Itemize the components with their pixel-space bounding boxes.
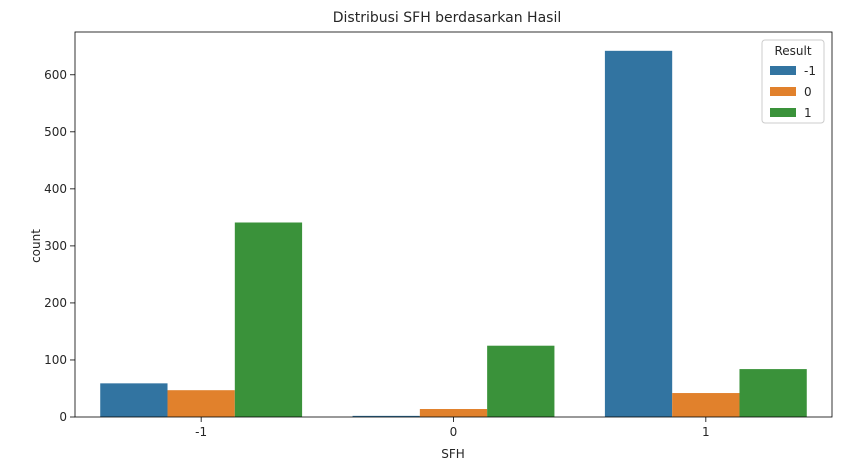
y-tick-label: 500: [44, 125, 67, 139]
bar--1-result-0: [167, 390, 235, 417]
y-axis: 0 100 200 300 400 500 600: [44, 68, 75, 424]
legend-label--1: -1: [804, 64, 816, 78]
bar-1-result--1: [604, 50, 673, 417]
legend: Result -1 0 1: [761, 39, 825, 124]
legend-swatch--1: [770, 66, 796, 75]
y-tick-label: 600: [44, 68, 67, 82]
bar-0-result-1: [487, 345, 555, 417]
bar-0-result--1: [352, 415, 420, 417]
y-tick-label: 200: [44, 296, 67, 310]
legend-label-1: 1: [804, 106, 812, 120]
x-tick-label: 0: [450, 425, 458, 439]
plot-area: [74, 31, 833, 418]
bar-1-result-1: [739, 369, 807, 417]
x-tick-label: -1: [195, 425, 207, 439]
legend-title: Result: [774, 44, 811, 58]
chart-title: Distribusi SFH berdasarkan Hasil: [333, 10, 561, 26]
x-axis-label: SFH: [441, 447, 465, 461]
y-tick-label: 400: [44, 182, 67, 196]
x-axis: -1 0 1: [195, 417, 710, 439]
bar--1-result--1: [100, 383, 168, 417]
y-axis-label: count: [29, 229, 43, 263]
legend-swatch-1: [770, 108, 796, 117]
plot-frame: [74, 31, 833, 418]
y-tick-label: 100: [44, 353, 67, 367]
x-tick-label: 1: [702, 425, 710, 439]
bar-0-result-0: [419, 409, 488, 417]
bar-1-result-0: [672, 393, 740, 417]
legend-label-0: 0: [804, 85, 812, 99]
y-tick-label: 0: [59, 410, 67, 424]
legend-box: [761, 39, 825, 124]
legend-swatch-0: [770, 87, 796, 96]
bar--1-result-1: [234, 222, 303, 417]
y-tick-label: 300: [44, 239, 67, 253]
